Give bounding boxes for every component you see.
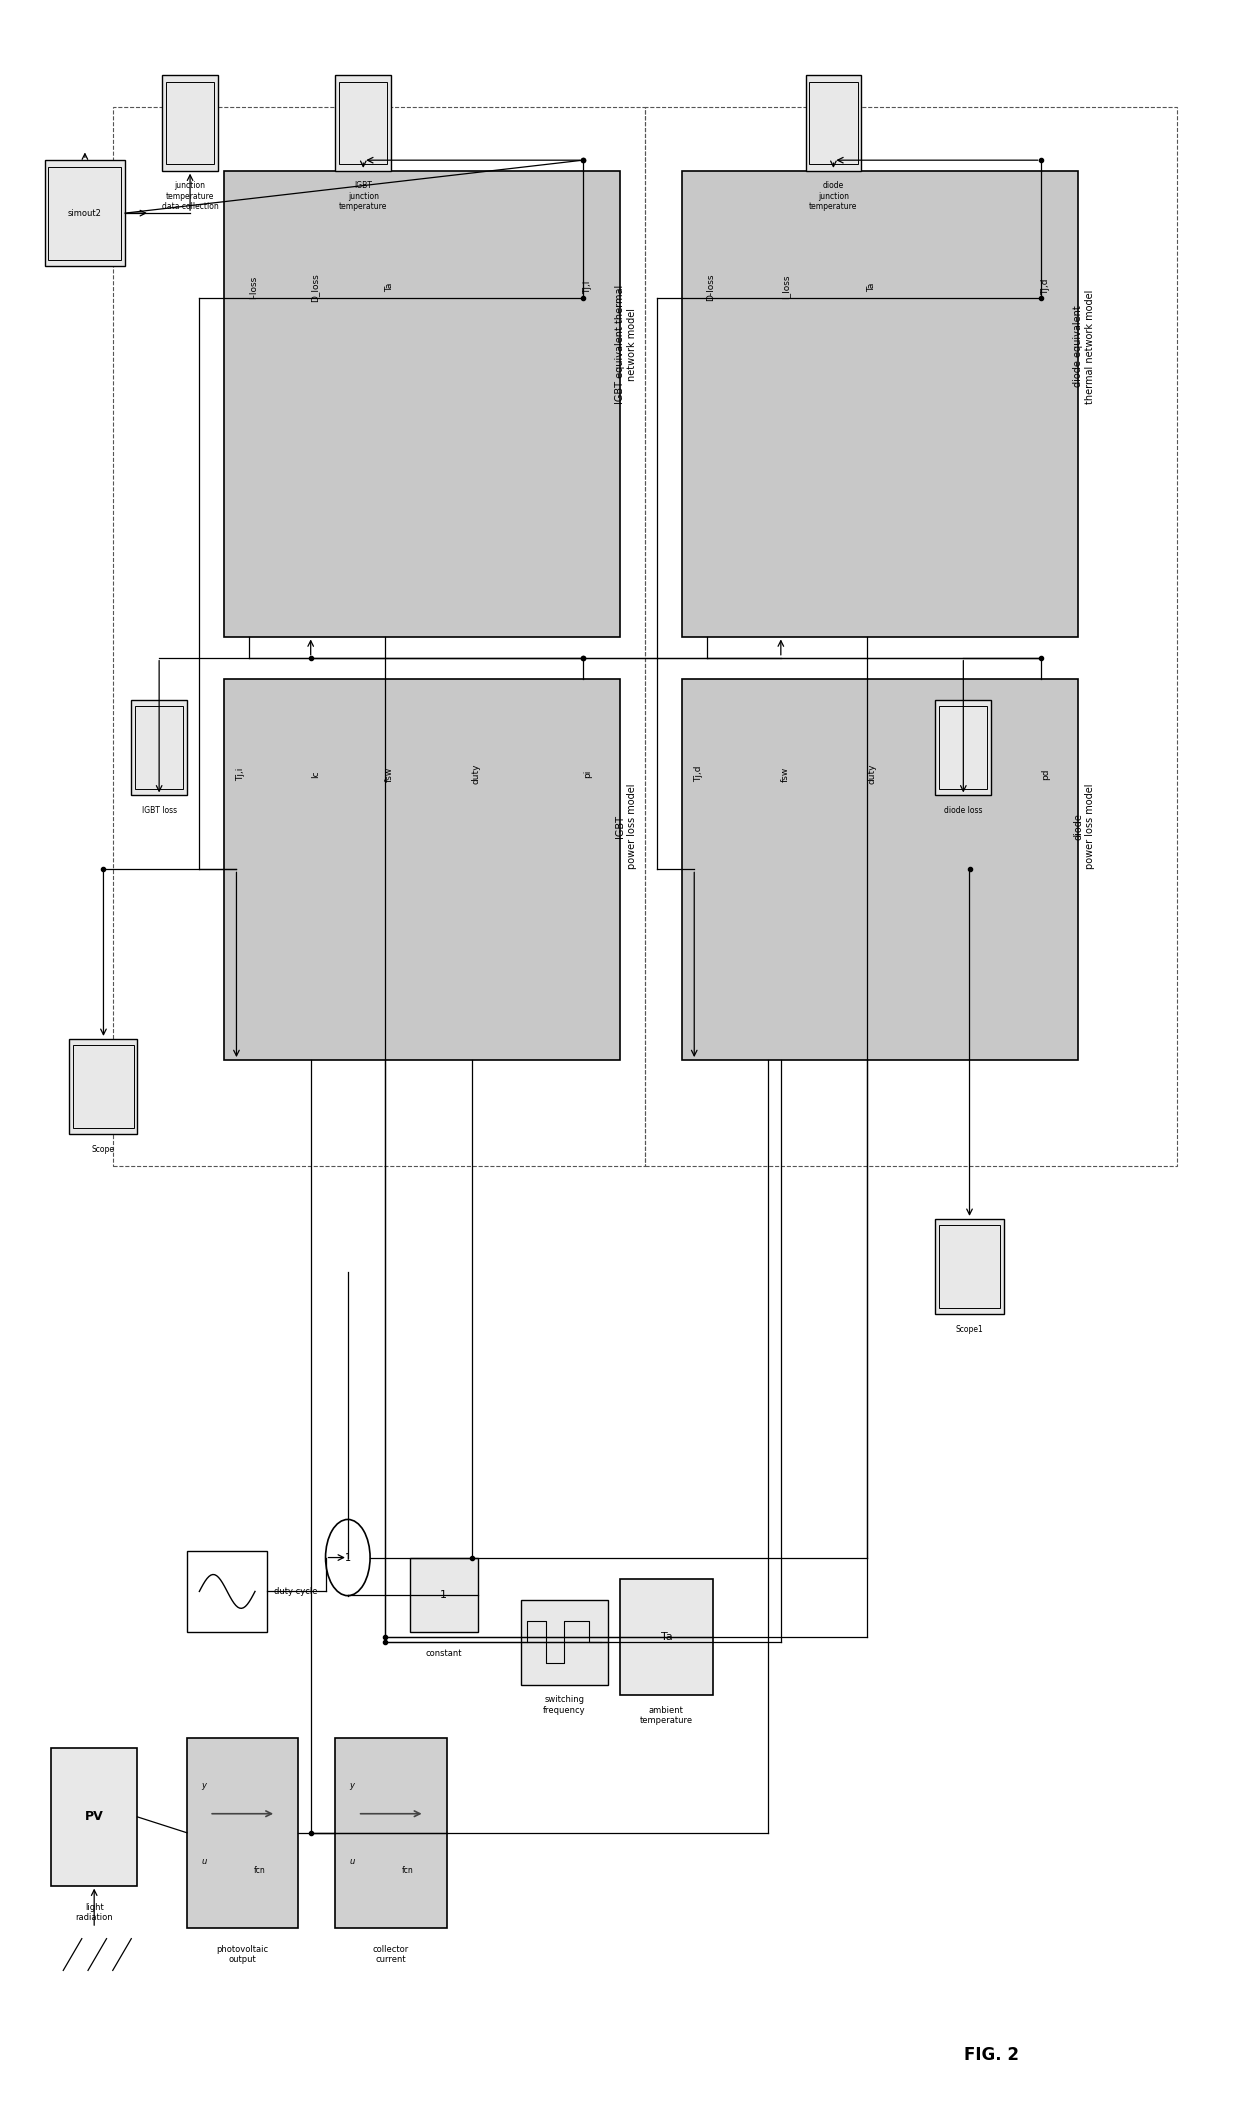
Text: FIG. 2: FIG. 2: [963, 2046, 1019, 2065]
Text: I_loss: I_loss: [781, 276, 790, 299]
Text: junction
temperature
data collection: junction temperature data collection: [161, 182, 218, 212]
Bar: [48, 167, 122, 259]
Text: fsw: fsw: [384, 767, 394, 782]
Bar: [336, 76, 391, 172]
Bar: [131, 700, 187, 795]
Bar: [810, 83, 858, 165]
Text: constant: constant: [425, 1649, 463, 1658]
Text: duty cycle: duty cycle: [274, 1588, 317, 1596]
Bar: [521, 1601, 608, 1685]
Text: fcn: fcn: [253, 1866, 265, 1876]
Text: Ic: Ic: [311, 770, 320, 778]
Bar: [645, 108, 1177, 1166]
Bar: [409, 1558, 477, 1632]
Text: Tj,d: Tj,d: [1040, 280, 1049, 295]
Bar: [135, 706, 184, 789]
FancyBboxPatch shape: [336, 1738, 446, 1927]
Text: Tj,i: Tj,i: [237, 767, 246, 780]
Bar: [69, 1039, 138, 1134]
FancyBboxPatch shape: [187, 1738, 299, 1927]
Text: diode loss: diode loss: [944, 806, 982, 814]
Text: fsw: fsw: [781, 767, 790, 782]
Text: diode
power loss model: diode power loss model: [1073, 784, 1095, 869]
Bar: [187, 1552, 268, 1632]
Circle shape: [326, 1520, 370, 1596]
Text: collector
current: collector current: [373, 1944, 409, 1965]
Bar: [935, 700, 991, 795]
Text: 1: 1: [440, 1590, 448, 1601]
Bar: [113, 108, 645, 1166]
Bar: [73, 1045, 134, 1128]
Text: D_loss: D_loss: [311, 273, 320, 301]
Text: simout2: simout2: [68, 208, 102, 218]
FancyBboxPatch shape: [51, 1749, 138, 1885]
Text: D-loss: D-loss: [707, 273, 715, 301]
Bar: [224, 678, 620, 1060]
Text: ambient
temperature: ambient temperature: [640, 1707, 693, 1726]
Text: IGBT
power loss model: IGBT power loss model: [615, 784, 637, 869]
Text: PV: PV: [84, 1810, 104, 1823]
Text: diode
junction
temperature: diode junction temperature: [810, 182, 858, 212]
Text: u: u: [201, 1857, 206, 1866]
Text: IGBT
junction
temperature: IGBT junction temperature: [339, 182, 387, 212]
Bar: [162, 76, 218, 172]
FancyBboxPatch shape: [620, 1579, 713, 1696]
Text: y: y: [201, 1781, 206, 1789]
Text: IGBT equivalent thermal
network model: IGBT equivalent thermal network model: [615, 284, 637, 403]
Text: pi: pi: [583, 770, 591, 778]
Bar: [806, 76, 862, 172]
Text: Tj,i: Tj,i: [583, 280, 591, 295]
Text: IGBT loss: IGBT loss: [141, 806, 176, 814]
Text: light
radiation: light radiation: [76, 1902, 113, 1923]
Text: duty: duty: [471, 763, 481, 784]
Text: Scope1: Scope1: [956, 1325, 983, 1333]
Text: diode equivalent
thermal network model: diode equivalent thermal network model: [1073, 288, 1095, 403]
Text: 1: 1: [345, 1552, 351, 1562]
Bar: [224, 172, 620, 636]
Text: switching
frequency: switching frequency: [543, 1696, 585, 1715]
Text: Tj,d: Tj,d: [694, 765, 703, 782]
Bar: [166, 83, 215, 165]
Bar: [682, 172, 1078, 636]
Text: Ta: Ta: [384, 282, 394, 293]
Bar: [340, 83, 387, 165]
Text: pd: pd: [1040, 767, 1049, 780]
Bar: [682, 678, 1078, 1060]
Bar: [935, 1219, 1003, 1314]
Bar: [939, 706, 987, 789]
Text: I-loss: I-loss: [249, 276, 258, 299]
Text: fcn: fcn: [402, 1866, 414, 1876]
Text: Ta: Ta: [661, 1632, 672, 1643]
Text: photovoltaic
output: photovoltaic output: [217, 1944, 269, 1965]
Bar: [939, 1225, 999, 1308]
Text: u: u: [350, 1857, 355, 1866]
Text: duty: duty: [868, 763, 877, 784]
Text: Ta: Ta: [868, 282, 877, 293]
Bar: [45, 161, 125, 265]
Text: y: y: [350, 1781, 355, 1789]
Text: Scope: Scope: [92, 1145, 115, 1153]
